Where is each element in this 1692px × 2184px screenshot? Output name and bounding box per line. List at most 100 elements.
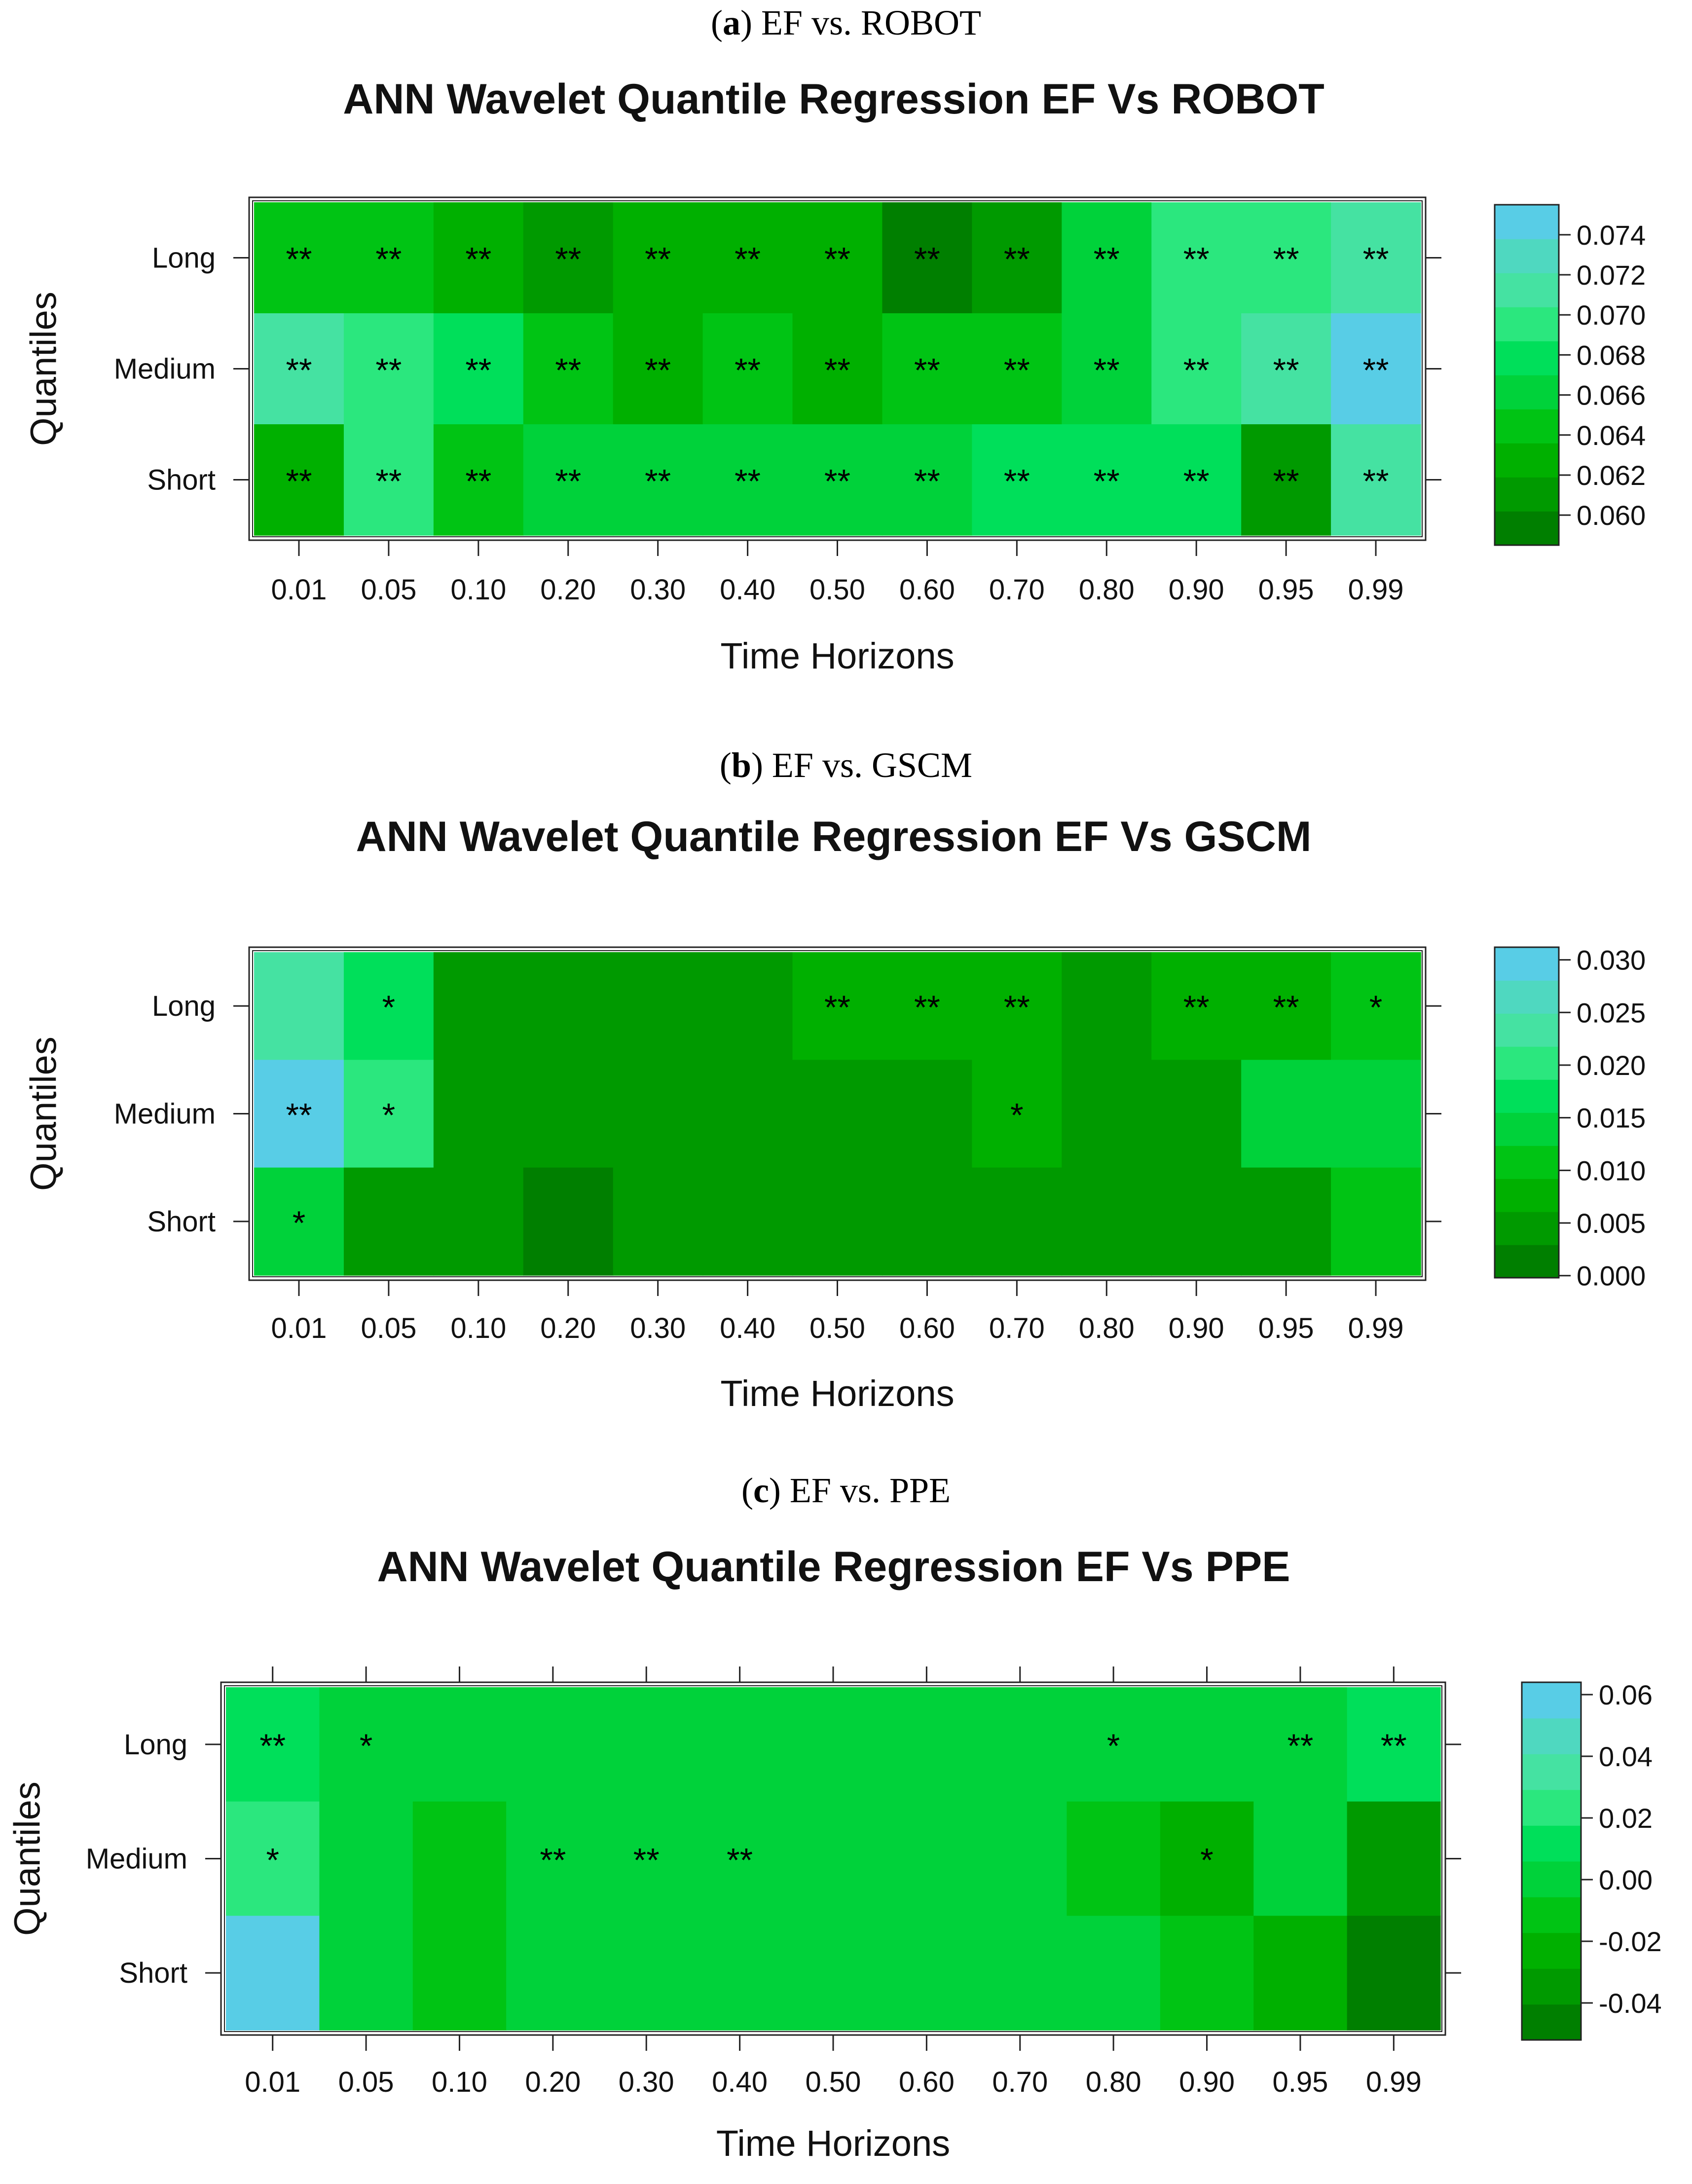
colorbar-segment bbox=[1522, 1789, 1581, 1826]
significance-marker: * bbox=[293, 1204, 305, 1242]
colorbar-segment bbox=[1495, 1013, 1559, 1047]
heatmap-cell bbox=[1151, 952, 1242, 1061]
colorbar-frame bbox=[1521, 1681, 1582, 2041]
x-axis-title: Time Horizons bbox=[720, 635, 954, 676]
heatmap-cell bbox=[973, 1916, 1067, 2031]
heatmap-cell bbox=[880, 1801, 974, 1917]
x-tick-label: 0.40 bbox=[720, 574, 775, 606]
colorbar-segment bbox=[1495, 341, 1559, 375]
heatmap-cell bbox=[972, 424, 1063, 536]
heatmap-cell bbox=[1241, 313, 1331, 425]
heatmap-cell bbox=[702, 313, 793, 425]
significance-marker: ** bbox=[645, 463, 671, 500]
plot-frame-inner bbox=[252, 200, 1423, 537]
chart-title: ANN Wavelet Quantile Regression EF Vs GS… bbox=[356, 813, 1311, 860]
x-tick-label: 0.01 bbox=[245, 2066, 300, 2098]
y-tick-label: Short bbox=[147, 464, 216, 496]
x-tick-label: 0.05 bbox=[361, 1312, 416, 1344]
heatmap-cell bbox=[599, 1916, 694, 2031]
heatmap-cell bbox=[343, 424, 434, 536]
significance-marker: ** bbox=[286, 463, 312, 500]
heatmap-cell bbox=[882, 1167, 973, 1276]
heatmap-cell bbox=[880, 1916, 974, 2031]
x-tick-label: 0.80 bbox=[1079, 1312, 1135, 1344]
colorbar-segment bbox=[1495, 239, 1559, 273]
colorbar-segment bbox=[1495, 307, 1559, 341]
heatmap-cell bbox=[523, 424, 614, 536]
heatmap-cell bbox=[613, 1167, 703, 1276]
heatmap-cell bbox=[433, 202, 524, 314]
x-tick-label: 0.95 bbox=[1258, 574, 1314, 606]
x-axis-title: Time Horizons bbox=[720, 1373, 954, 1414]
significance-marker: ** bbox=[1004, 989, 1030, 1026]
heatmap-cell bbox=[506, 1687, 600, 1802]
significance-marker: ** bbox=[824, 241, 850, 278]
x-tick-label: 0.20 bbox=[540, 1312, 596, 1344]
significance-marker: * bbox=[382, 989, 395, 1026]
significance-marker: ** bbox=[1183, 352, 1210, 389]
heatmap-cell bbox=[523, 1167, 614, 1276]
caption-open-paren: ( bbox=[711, 3, 723, 42]
significance-marker: ** bbox=[645, 241, 671, 278]
significance-marker: ** bbox=[1004, 241, 1030, 278]
heatmap-cell bbox=[319, 1687, 413, 1802]
caption-open-paren: ( bbox=[741, 1471, 753, 1510]
x-tick-label: 0.01 bbox=[271, 574, 327, 606]
heatmap-cell bbox=[1241, 202, 1331, 314]
x-tick-label: 0.70 bbox=[992, 2066, 1048, 2098]
heatmap-cell bbox=[1331, 1060, 1421, 1168]
significance-marker: * bbox=[1200, 1842, 1213, 1879]
heatmap-cell bbox=[506, 1916, 600, 2031]
heatmap-cell bbox=[412, 1801, 507, 1917]
significance-marker: ** bbox=[735, 463, 761, 500]
heatmap-cell bbox=[319, 1801, 413, 1917]
heatmap-cell bbox=[882, 313, 973, 425]
x-tick-label: 0.40 bbox=[720, 1312, 775, 1344]
heatmap-cell bbox=[693, 1801, 787, 1917]
significance-marker: ** bbox=[824, 463, 850, 500]
colorbar-segment bbox=[1495, 1245, 1559, 1278]
significance-marker: ** bbox=[286, 241, 312, 278]
heatmap-cell bbox=[523, 202, 614, 314]
colorbar-tick-label: 0.062 bbox=[1577, 460, 1646, 491]
heatmap-cell bbox=[1331, 952, 1421, 1061]
significance-marker: ** bbox=[1094, 241, 1120, 278]
colorbar-segment bbox=[1495, 273, 1559, 307]
heatmap-cell bbox=[1160, 1687, 1254, 1802]
significance-marker: ** bbox=[735, 352, 761, 389]
heatmap-cell bbox=[523, 1060, 614, 1168]
heatmap-cell bbox=[792, 952, 883, 1061]
significance-marker: ** bbox=[1287, 1727, 1313, 1765]
colorbar-segment bbox=[1495, 947, 1559, 981]
x-tick-label: 0.60 bbox=[899, 574, 955, 606]
significance-marker: ** bbox=[286, 352, 312, 389]
heatmap-cell bbox=[693, 1687, 787, 1802]
significance-marker: ** bbox=[375, 463, 402, 500]
y-tick-label: Short bbox=[119, 1957, 187, 1989]
heatmap-cell bbox=[433, 1167, 524, 1276]
heatmap-cell bbox=[433, 424, 524, 536]
heatmap-cell bbox=[1253, 1916, 1348, 2031]
y-tick-label: Medium bbox=[114, 1098, 216, 1130]
significance-marker: ** bbox=[645, 352, 671, 389]
heatmap-cell bbox=[613, 424, 703, 536]
significance-marker: ** bbox=[540, 1842, 566, 1879]
colorbar-tick-label: -0.02 bbox=[1599, 1926, 1662, 1957]
caption-letter: c bbox=[753, 1471, 769, 1510]
colorbar-tick-label: 0.070 bbox=[1577, 299, 1646, 331]
significance-marker: ** bbox=[914, 463, 940, 500]
caption-text: ) EF vs. GSCM bbox=[751, 745, 972, 785]
significance-marker: ** bbox=[914, 352, 940, 389]
heatmap-cell bbox=[1241, 424, 1331, 536]
colorbar-tick-label: -0.04 bbox=[1599, 1988, 1662, 2019]
heatmap-cell bbox=[613, 952, 703, 1061]
heatmap-cell bbox=[254, 952, 344, 1061]
heatmap-cell bbox=[1241, 1060, 1331, 1168]
x-tick-label: 0.50 bbox=[809, 574, 865, 606]
heatmap-cell bbox=[973, 1801, 1067, 1917]
significance-marker: * bbox=[1369, 989, 1382, 1026]
colorbar-segment bbox=[1495, 477, 1559, 512]
colorbar-tick-label: 0.005 bbox=[1577, 1208, 1646, 1239]
heatmap-cell bbox=[786, 1687, 881, 1802]
